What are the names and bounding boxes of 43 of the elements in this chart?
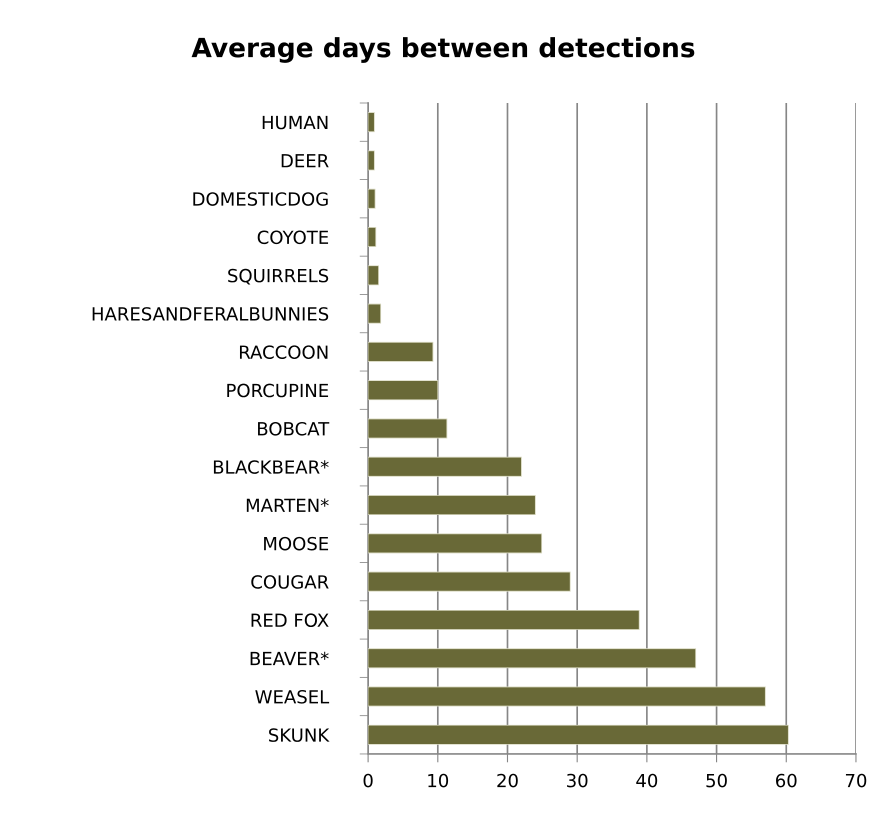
bar — [368, 112, 375, 132]
y-tick-label: RED FOX — [252, 613, 329, 628]
bar — [368, 150, 375, 170]
y-tick-label: SQUIRRELS — [228, 268, 328, 284]
x-tick-label: 30 — [567, 774, 588, 788]
y-tick-label: HARESANDFERALBUNNIES — [92, 307, 328, 321]
bar — [368, 686, 766, 707]
y-tick-label: MARTEN* — [246, 498, 329, 512]
bar — [368, 265, 379, 286]
bar — [368, 188, 376, 209]
bar — [368, 418, 448, 438]
x-tick-label: 60 — [776, 774, 797, 788]
y-tick-label: HUMAN — [262, 116, 328, 130]
y-tick-label: PORCUPINE — [227, 384, 328, 398]
y-tick-label: DOMESTICDOG — [193, 192, 328, 206]
chart-title: Average days between detections — [192, 37, 694, 63]
bar — [368, 724, 789, 745]
bar — [368, 533, 542, 554]
y-tick-label: BLACKBEAR* — [214, 460, 329, 474]
bar — [368, 456, 522, 477]
y-tick-label: SKUNK — [269, 728, 330, 742]
y-tick-label: COYOTE — [258, 230, 328, 244]
x-tick-label: 50 — [706, 774, 727, 788]
bar — [368, 648, 696, 668]
bar — [368, 572, 571, 592]
bar — [368, 227, 376, 248]
y-tick-label: WEASEL — [255, 690, 330, 704]
bar — [368, 380, 438, 400]
x-tick-label: 20 — [497, 774, 518, 788]
y-tick-label: BOBCAT — [258, 422, 330, 436]
y-tick-label: DEER — [282, 154, 329, 168]
x-tick-label: 40 — [636, 774, 658, 788]
bar — [368, 610, 640, 630]
bar — [368, 495, 536, 516]
y-tick-label: MOOSE — [264, 536, 328, 550]
x-tick-label: 10 — [428, 774, 448, 788]
y-tick-label: BEAVER* — [250, 652, 329, 666]
x-tick-label: 70 — [846, 774, 866, 788]
y-tick-label: COUGAR — [251, 575, 329, 589]
bar — [368, 342, 434, 362]
bar — [368, 304, 382, 324]
x-tick-label: 0 — [364, 774, 373, 788]
y-tick-label: RACCOON — [240, 345, 328, 360]
